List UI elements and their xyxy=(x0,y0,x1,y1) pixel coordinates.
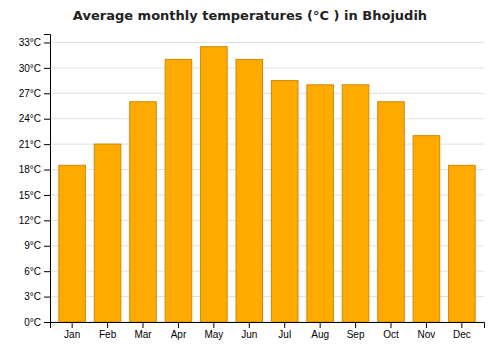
tick-mark xyxy=(44,68,50,69)
tick-mark xyxy=(44,42,50,43)
bar xyxy=(342,85,369,322)
y-tick: 27°C xyxy=(19,88,50,99)
tick-mark xyxy=(44,246,50,247)
x-tick: Jan xyxy=(64,322,80,340)
y-tick: 30°C xyxy=(19,63,50,74)
tick-label: Jul xyxy=(278,329,291,340)
tick-mark xyxy=(44,271,50,272)
x-tick: Sep xyxy=(347,322,365,340)
bar xyxy=(165,59,192,322)
x-tick: Jun xyxy=(241,322,257,340)
x-tick: Mar xyxy=(134,322,152,340)
y-tick: 9°C xyxy=(24,240,50,251)
x-tick: May xyxy=(204,322,223,340)
tick-mark xyxy=(426,322,427,328)
tick-mark xyxy=(44,322,50,323)
y-tick: 15°C xyxy=(19,190,50,201)
tick-label: 6°C xyxy=(24,266,41,277)
tick-label: Oct xyxy=(383,329,399,340)
title: Average monthly temperatures (°C ) in Bh… xyxy=(73,8,427,23)
tick-mark xyxy=(284,322,285,328)
tick-mark xyxy=(143,322,144,328)
tick-mark xyxy=(44,144,50,145)
tick-label: Apr xyxy=(171,329,187,340)
tick-mark xyxy=(249,322,250,328)
tick-label: Jan xyxy=(64,329,80,340)
y-tick: 0°C xyxy=(24,317,50,328)
tick-mark xyxy=(320,322,321,328)
y-tick: 24°C xyxy=(19,113,50,124)
tick-mark xyxy=(355,322,356,328)
grid-line xyxy=(50,93,484,94)
x-tick: Dec xyxy=(453,322,471,340)
y-axis: 0°C 3°C 6°C 9°C 12°C 15°C 18°C 21°C 24°C 27°C 30°C… xyxy=(19,35,51,328)
tick-label: Mar xyxy=(134,329,152,340)
tick-label: Dec xyxy=(453,329,471,340)
tick-label: 27°C xyxy=(19,88,41,99)
x-tick: Nov xyxy=(418,322,436,340)
y-tick: 3°C xyxy=(24,291,50,302)
tick-label: 0°C xyxy=(24,317,41,328)
tick-mark xyxy=(178,322,179,328)
bars xyxy=(59,47,475,322)
bar xyxy=(307,85,334,322)
tick-label: Aug xyxy=(311,329,329,340)
tick-label: Feb xyxy=(99,329,117,340)
y-tick: 33°C xyxy=(19,37,50,48)
bar xyxy=(236,59,263,322)
grid-line xyxy=(50,42,484,43)
tick-mark xyxy=(44,93,50,94)
bar xyxy=(271,81,298,322)
tick-mark xyxy=(44,297,50,298)
y-tick: 21°C xyxy=(19,139,50,150)
tick-label: 18°C xyxy=(19,164,41,175)
tick-label: May xyxy=(204,329,223,340)
tick-label: 24°C xyxy=(19,113,41,124)
tick-mark xyxy=(213,322,214,328)
x-tick: Jul xyxy=(278,322,291,340)
chart: Average monthly temperatures (°C ) in Bh… xyxy=(0,0,500,350)
grid-line xyxy=(50,67,484,68)
tick-label: 33°C xyxy=(19,37,41,48)
grid-line xyxy=(50,118,484,119)
tick-label: Jun xyxy=(241,329,257,340)
x-axis: Jan Feb Mar Apr May Jun Jul Aug Sep Oct Nov Dec xyxy=(51,322,485,340)
x-tick: Apr xyxy=(171,322,187,340)
tick-mark xyxy=(44,195,50,196)
tick-mark xyxy=(44,220,50,221)
tick-label: Nov xyxy=(418,329,436,340)
bar xyxy=(59,165,86,322)
bar xyxy=(130,102,157,322)
tick-mark xyxy=(44,170,50,171)
tick-mark xyxy=(44,119,50,120)
tick-label: Sep xyxy=(347,329,365,340)
axis-line xyxy=(44,35,51,323)
bar xyxy=(378,102,405,322)
tick-label: 21°C xyxy=(19,139,41,150)
axis-line xyxy=(51,323,485,329)
y-tick: 6°C xyxy=(24,266,50,277)
x-tick: Oct xyxy=(383,322,399,340)
tick-mark xyxy=(107,322,108,328)
tick-label: 9°C xyxy=(24,240,41,251)
tick-label: 12°C xyxy=(19,215,41,226)
y-tick: 18°C xyxy=(19,164,50,175)
tick-mark xyxy=(461,322,462,328)
x-tick: Feb xyxy=(99,322,117,340)
tick-label: 3°C xyxy=(24,291,41,302)
tick-label: 15°C xyxy=(19,190,41,201)
x-tick: Aug xyxy=(311,322,329,340)
bar xyxy=(94,144,121,322)
grid xyxy=(50,42,484,322)
bar xyxy=(413,136,440,322)
bar xyxy=(201,47,228,322)
tick-mark xyxy=(391,322,392,328)
tick-label: 30°C xyxy=(19,63,41,74)
y-tick: 12°C xyxy=(19,215,50,226)
tick-mark xyxy=(72,322,73,328)
bar xyxy=(449,165,476,322)
